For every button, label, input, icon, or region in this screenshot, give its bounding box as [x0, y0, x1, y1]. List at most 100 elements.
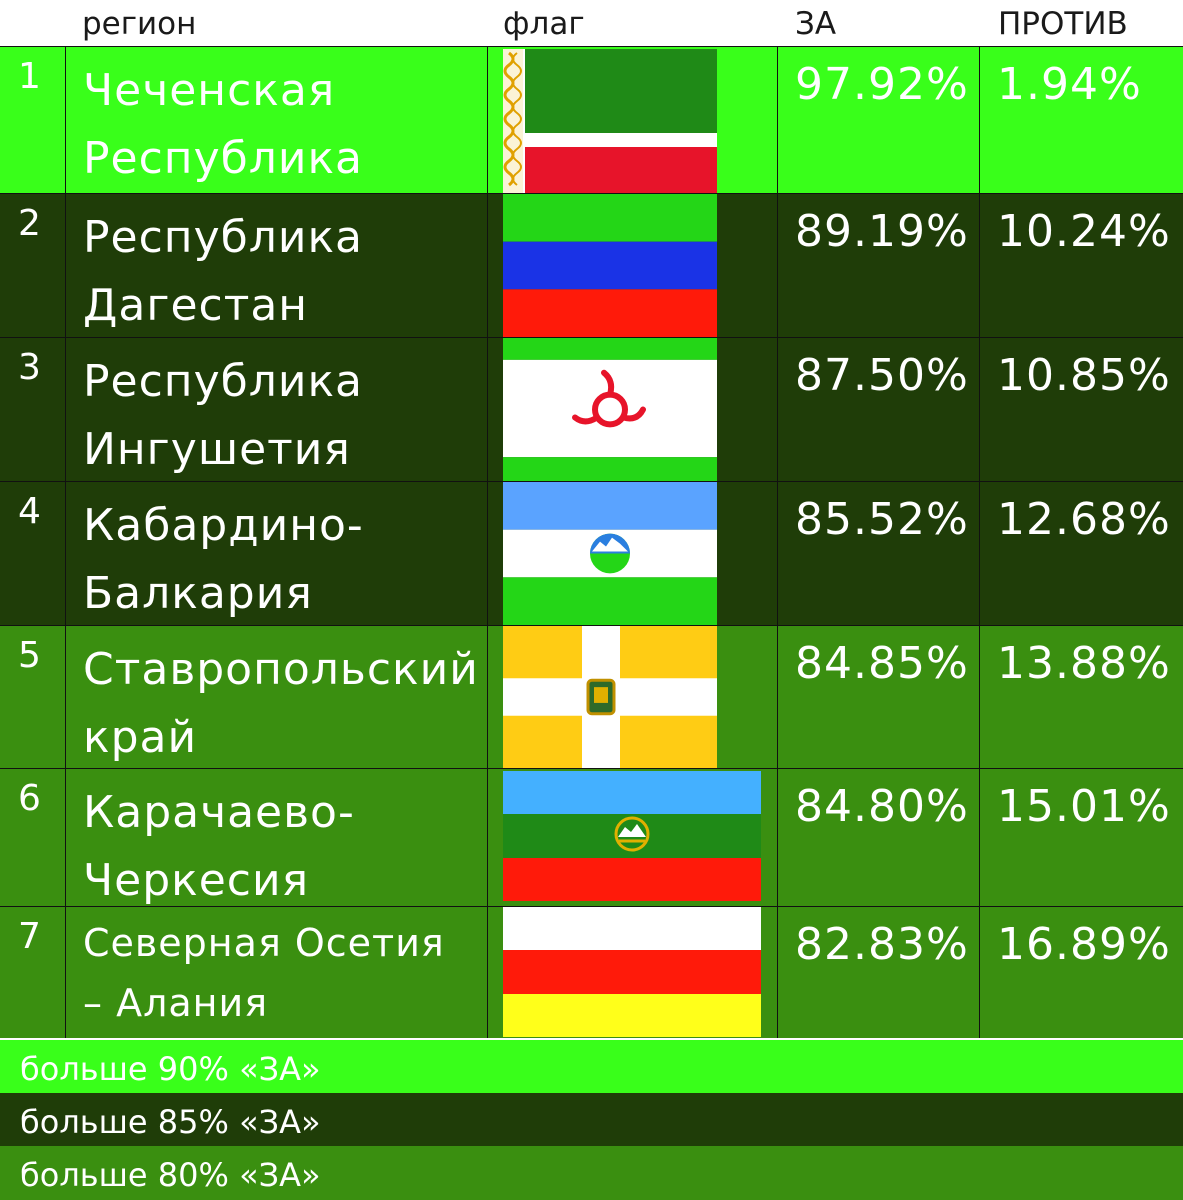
za-cell: 84.80%	[778, 769, 980, 906]
region-cell: Карачаево- Черкесия	[66, 769, 488, 906]
za-cell: 84.85%	[778, 626, 980, 768]
za-cell: 97.92%	[778, 47, 980, 193]
region-name-line-1: Кабардино-	[83, 500, 364, 551]
region-name-line-1: Северная Осетия	[83, 921, 445, 965]
region-name-line-2: Балкария	[83, 568, 313, 619]
rank-cell: 6	[0, 769, 66, 906]
za-value: 82.83%	[795, 919, 969, 970]
table-row: 7 Северная Осетия – Алания 82.83% 16.89%	[0, 906, 1183, 1038]
rank-cell: 3	[0, 338, 66, 481]
legend-item: больше 90% «ЗА»	[0, 1040, 1183, 1094]
protiv-value: 16.89%	[997, 919, 1171, 970]
protiv-cell: 13.88%	[980, 626, 1183, 768]
rank-number: 6	[18, 778, 41, 819]
header-region: регион	[82, 6, 197, 42]
protiv-cell: 10.24%	[980, 194, 1183, 337]
region-name: Чеченская Республика	[83, 57, 487, 193]
flag-cell	[488, 907, 778, 1038]
rank-cell: 5	[0, 626, 66, 768]
legend-item: больше 80% «ЗА»	[0, 1146, 1183, 1200]
rank-cell: 2	[0, 194, 66, 337]
za-value: 84.85%	[795, 638, 969, 689]
region-name: Республика Дагестан	[83, 204, 487, 340]
za-value: 84.80%	[795, 781, 969, 832]
za-cell: 85.52%	[778, 482, 980, 625]
kabardino-balkaria-flag-icon	[503, 482, 717, 625]
protiv-cell: 10.85%	[980, 338, 1183, 481]
karachay-cherkessia-flag-icon	[503, 771, 761, 901]
region-name-line-1: Ставропольский	[83, 644, 479, 695]
table-row: 5 Ставропольский край 84.85% 13.88%	[0, 625, 1183, 768]
protiv-value: 13.88%	[997, 638, 1171, 689]
table-row: 4 Кабардино- Балкария 85.52% 12.68%	[0, 481, 1183, 625]
region-cell: Кабардино- Балкария	[66, 482, 488, 625]
region-name-line-2: – Алания	[83, 981, 269, 1025]
rank-cell: 4	[0, 482, 66, 625]
protiv-cell: 12.68%	[980, 482, 1183, 625]
legend-item: больше 85% «ЗА»	[0, 1093, 1183, 1147]
protiv-value: 10.24%	[997, 206, 1171, 257]
region-name-line-1: Республика	[83, 212, 363, 263]
legend-label: больше 80% «ЗА»	[20, 1156, 321, 1194]
table-row: 3 Республика Ингушетия 87.50% 10.85%	[0, 337, 1183, 481]
flag-cell	[488, 626, 778, 768]
flag-cell	[488, 47, 778, 193]
flag-cell	[488, 482, 778, 625]
region-name: Северная Осетия – Алания	[83, 913, 487, 1033]
za-value: 85.52%	[795, 494, 969, 545]
za-value: 97.92%	[795, 59, 969, 110]
za-cell: 87.50%	[778, 338, 980, 481]
protiv-value: 15.01%	[997, 781, 1171, 832]
flag-cell	[488, 769, 778, 906]
header-flag: флаг	[503, 6, 585, 42]
region-name: Кабардино- Балкария	[83, 492, 487, 628]
protiv-cell: 15.01%	[980, 769, 1183, 906]
table-row: 2 Республика Дагестан 89.19% 10.24%	[0, 193, 1183, 337]
region-cell: Северная Осетия – Алания	[66, 907, 488, 1038]
region-cell: Республика Дагестан	[66, 194, 488, 337]
region-name-line-1: Чеченская	[83, 65, 336, 116]
rank-cell: 7	[0, 907, 66, 1038]
north-ossetia-flag-icon	[503, 907, 761, 1037]
table-header: регион флаг ЗА ПРОТИВ	[0, 0, 1183, 46]
flag-cell	[488, 194, 778, 337]
rank-number: 7	[18, 916, 41, 957]
region-name-line-2: Республика	[83, 133, 363, 184]
za-cell: 82.83%	[778, 907, 980, 1038]
protiv-cell: 16.89%	[980, 907, 1183, 1038]
region-cell: Чеченская Республика	[66, 47, 488, 193]
za-value: 89.19%	[795, 206, 969, 257]
rank-number: 5	[18, 635, 41, 676]
region-name-line-2: край	[83, 712, 198, 763]
protiv-value: 12.68%	[997, 494, 1171, 545]
chechnya-flag-icon	[503, 49, 717, 193]
rank-number: 2	[18, 203, 41, 244]
region-name: Карачаево- Черкесия	[83, 779, 487, 915]
za-cell: 89.19%	[778, 194, 980, 337]
protiv-cell: 1.94%	[980, 47, 1183, 193]
region-name-line-1: Карачаево-	[83, 787, 355, 838]
protiv-value: 1.94%	[997, 59, 1142, 110]
header-za: ЗА	[795, 6, 837, 42]
region-name-line-2: Черкесия	[83, 855, 310, 906]
region-name-line-1: Республика	[83, 356, 363, 407]
ingushetia-flag-icon	[503, 338, 717, 481]
table-row: 1 Чеченская Республика 97.92% 1.94%	[0, 46, 1183, 193]
flag-cell	[488, 338, 778, 481]
region-cell: Республика Ингушетия	[66, 338, 488, 481]
dagestan-flag-icon	[503, 194, 717, 337]
stavropol-flag-icon	[503, 626, 717, 768]
region-name-line-2: Дагестан	[83, 280, 309, 331]
legend-label: больше 85% «ЗА»	[20, 1103, 321, 1141]
rank-number: 3	[18, 347, 41, 388]
rank-number: 4	[18, 491, 41, 532]
region-name: Республика Ингушетия	[83, 348, 487, 484]
rank-number: 1	[18, 56, 41, 97]
region-cell: Ставропольский край	[66, 626, 488, 768]
region-name: Ставропольский край	[83, 636, 487, 772]
region-name-line-2: Ингушетия	[83, 424, 351, 475]
za-value: 87.50%	[795, 350, 969, 401]
legend-label: больше 90% «ЗА»	[20, 1050, 321, 1088]
header-protiv: ПРОТИВ	[998, 6, 1128, 42]
